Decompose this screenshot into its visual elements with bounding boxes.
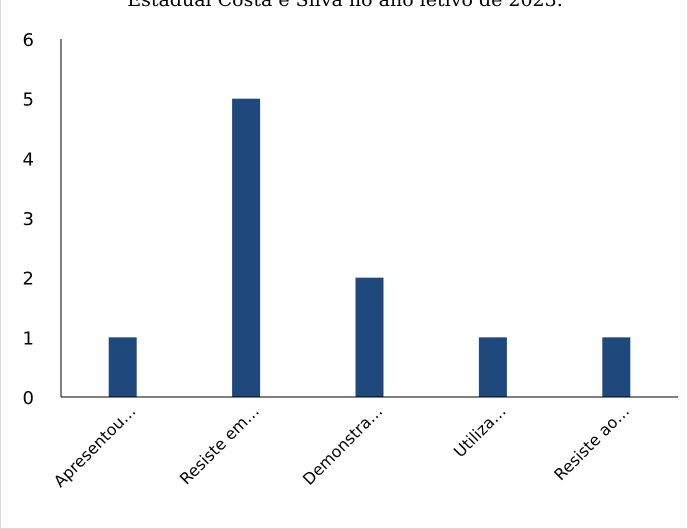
bars [108, 98, 631, 398]
y-tick-label: 0 [23, 388, 34, 409]
y-tick-label: 2 [23, 269, 34, 290]
y-tick-label: 6 [23, 30, 34, 51]
y-tick-label: 3 [23, 209, 34, 230]
x-tick-label: Demonstra… [299, 401, 386, 488]
x-tick-label: Resiste ao… [550, 401, 633, 484]
y-axis-ticks: 0 1 2 3 4 5 6 [23, 30, 34, 409]
bar [108, 337, 137, 397]
y-tick-label: 1 [23, 328, 34, 349]
y-tick-label: 5 [23, 90, 34, 111]
bar [602, 337, 631, 397]
y-tick-label: 4 [23, 149, 34, 170]
x-axis-labels: Apresentou… Resiste em… Demonstra… Utiliza…… [50, 401, 633, 491]
bar [355, 277, 384, 397]
x-tick-label: Apresentou… [50, 401, 140, 491]
x-tick-label: Resiste em… [176, 401, 263, 488]
bar [478, 337, 507, 397]
x-tick-label: Utiliza… [450, 401, 510, 461]
chart-title: Estadual Costa e Silva no ano letivo de … [127, 0, 563, 11]
bar [232, 98, 261, 398]
